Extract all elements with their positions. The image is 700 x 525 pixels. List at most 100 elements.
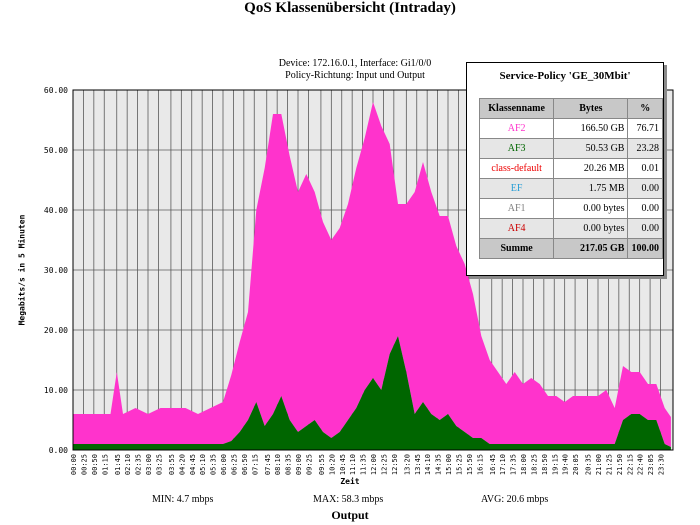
x-tick-label: 13:45	[414, 454, 422, 475]
x-tick-label: 08:10	[274, 454, 282, 475]
x-tick-label: 01:45	[114, 454, 122, 475]
x-tick-label: 00:25	[80, 454, 88, 475]
x-tick-label: 15:50	[466, 454, 474, 475]
x-tick-label: 04:45	[189, 454, 197, 475]
legend-row: EF 1.75 MB 0.00	[478, 178, 663, 199]
x-tick-label: 05:10	[199, 454, 207, 475]
x-tick-label: 20:35	[585, 454, 593, 475]
x-tick-label: 09:00	[295, 454, 303, 475]
header-percent: %	[627, 98, 663, 119]
y-tick-label: 20.00	[44, 326, 68, 335]
x-tick-label: 16:45	[489, 454, 497, 475]
x-tick-label: 07:45	[264, 454, 272, 475]
class-name: class-default	[478, 158, 555, 179]
x-tick-label: 20:05	[572, 454, 580, 475]
header-classname: Klassenname	[478, 98, 555, 119]
class-bytes: 166.50 GB	[553, 118, 629, 139]
x-tick-label: 19:40	[562, 454, 570, 475]
x-tick-label: 10:20	[328, 454, 336, 475]
x-tick-label: 15:00	[445, 454, 453, 475]
x-tick-label: 21:25	[605, 454, 613, 475]
legend-row: AF4 0.00 bytes 0.00	[478, 218, 663, 239]
x-tick-label: 10:45	[339, 454, 347, 475]
x-tick-label: 04:20	[178, 454, 186, 475]
y-tick-label: 30.00	[44, 266, 68, 275]
sum-label: Summe	[478, 238, 555, 259]
class-name: AF3	[478, 138, 555, 159]
x-tick-label: 12:00	[370, 454, 378, 475]
output-label: Output	[331, 508, 369, 522]
x-tick-label: 02:35	[135, 454, 143, 475]
area-af3	[73, 336, 671, 450]
x-tick-label: 05:35	[210, 454, 218, 475]
sum-bytes: 217.05 GB	[553, 238, 629, 259]
legend-sum-row: Summe 217.05 GB 100.00	[478, 238, 663, 259]
x-tick-label: 09:55	[318, 454, 326, 475]
x-tick-label: 14:10	[424, 454, 432, 475]
class-bytes: 50.53 GB	[553, 138, 629, 159]
legend-row: class-default 20.26 MB 0.01	[478, 158, 663, 179]
x-tick-label: 00:50	[91, 454, 99, 475]
class-name: AF1	[478, 198, 555, 219]
x-tick-label: 06:50	[241, 454, 249, 475]
x-tick-label: 18:50	[541, 454, 549, 475]
chart-title: QoS Klassenübersicht (Intraday)	[244, 0, 456, 16]
x-tick-label: 09:25	[305, 454, 313, 475]
x-tick-label: 21:00	[595, 454, 603, 475]
class-percent: 0.00	[627, 178, 663, 199]
class-percent: 0.01	[627, 158, 663, 179]
stat-avg: AVG: 20.6 mbps	[481, 494, 549, 505]
class-percent: 23.28	[627, 138, 663, 159]
legend-row: AF3 50.53 GB 23.28	[478, 138, 663, 159]
y-tick-label: 40.00	[44, 206, 68, 215]
x-tick-label: 06:25	[230, 454, 238, 475]
y-axis-label: Megabits/s in 5 Minuten	[17, 214, 27, 326]
y-tick-label: 0.00	[49, 446, 68, 455]
legend-title: Service-Policy 'GE_30Mbit'	[499, 70, 631, 82]
x-tick-label: 22:40	[637, 454, 645, 475]
device-line: Device: 172.16.0.1, Interface: Gi1/0/0	[278, 58, 432, 69]
service-policy-legend: Service-Policy 'GE_30Mbit' Klassenname B…	[466, 62, 664, 276]
class-name: AF2	[478, 118, 555, 139]
sum-percent: 100.00	[627, 238, 663, 259]
x-axis-label: Zeit	[340, 477, 360, 486]
x-tick-label: 03:25	[155, 454, 163, 475]
class-percent: 0.00	[627, 198, 663, 219]
stat-min: MIN: 4.7 mbps	[152, 494, 214, 505]
x-tick-label: 21:50	[616, 454, 624, 475]
x-tick-label: 14:35	[435, 454, 443, 475]
x-tick-label: 19:15	[551, 454, 559, 475]
x-tick-label: 00:00	[70, 454, 78, 475]
plot-frame	[72, 89, 674, 451]
x-tick-label: 12:25	[380, 454, 388, 475]
class-percent: 76.71	[627, 118, 663, 139]
x-tick-label: 03:00	[145, 454, 153, 475]
header-bytes: Bytes	[553, 98, 629, 119]
x-tick-label: 06:00	[220, 454, 228, 475]
x-tick-label: 23:05	[647, 454, 655, 475]
legend-row: AF2 166.50 GB 76.71	[478, 118, 663, 139]
x-tick-label: 22:15	[626, 454, 634, 475]
x-tick-label: 02:10	[124, 454, 132, 475]
x-tick-label: 11:35	[360, 454, 368, 475]
class-bytes: 1.75 MB	[553, 178, 629, 199]
x-tick-label: 23:30	[658, 454, 666, 475]
x-tick-label: 01:15	[101, 454, 109, 475]
area-af2	[73, 102, 671, 447]
legend-row: AF1 0.00 bytes 0.00	[478, 198, 663, 219]
class-name: EF	[478, 178, 555, 199]
legend-table: Klassenname Bytes % AF2 166.50 GB 76.71 …	[478, 98, 663, 259]
legend-header-row: Klassenname Bytes %	[478, 98, 663, 119]
x-tick-label: 07:15	[251, 454, 259, 475]
class-bytes: 0.00 bytes	[553, 218, 629, 239]
class-bytes: 20.26 MB	[553, 158, 629, 179]
x-tick-label: 17:10	[499, 454, 507, 475]
x-tick-label: 17:35	[510, 454, 518, 475]
class-percent: 0.00	[627, 218, 663, 239]
x-tick-label: 18:00	[520, 454, 528, 475]
device-info: Device: 172.16.0.1, Interface: Gi1/0/0 P…	[255, 58, 455, 82]
y-tick-label: 60.00	[44, 86, 68, 95]
stat-max: MAX: 58.3 mbps	[313, 494, 384, 505]
x-tick-label: 18:25	[530, 454, 538, 475]
x-tick-label: 12:50	[391, 454, 399, 475]
